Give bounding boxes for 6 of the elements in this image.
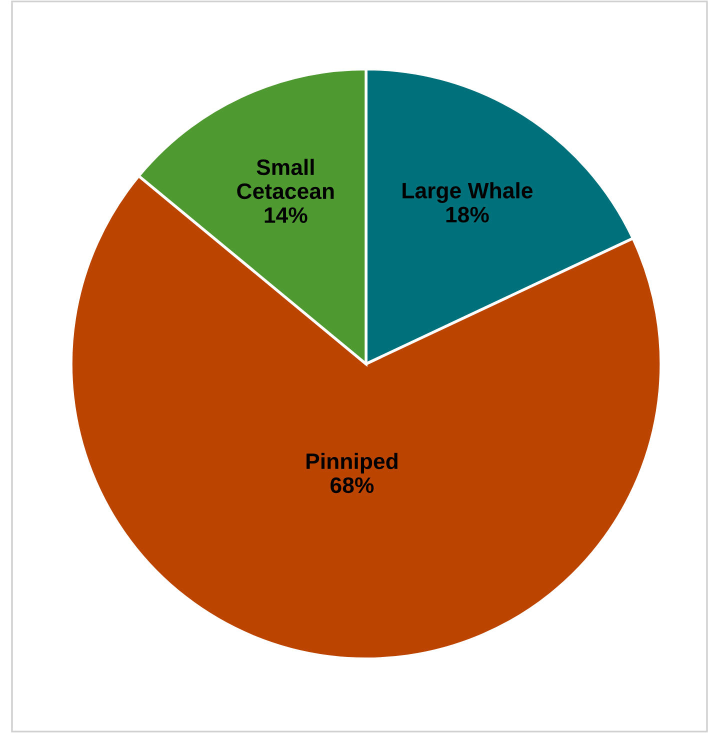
data-label: 14% <box>264 207 308 223</box>
slice-label: Pinniped <box>306 452 398 474</box>
data-label: 68% <box>330 477 374 494</box>
data-label: 18% <box>446 206 489 223</box>
slice-label: Small Cetacean <box>237 158 334 200</box>
slice-label: Large Whale <box>402 182 533 203</box>
